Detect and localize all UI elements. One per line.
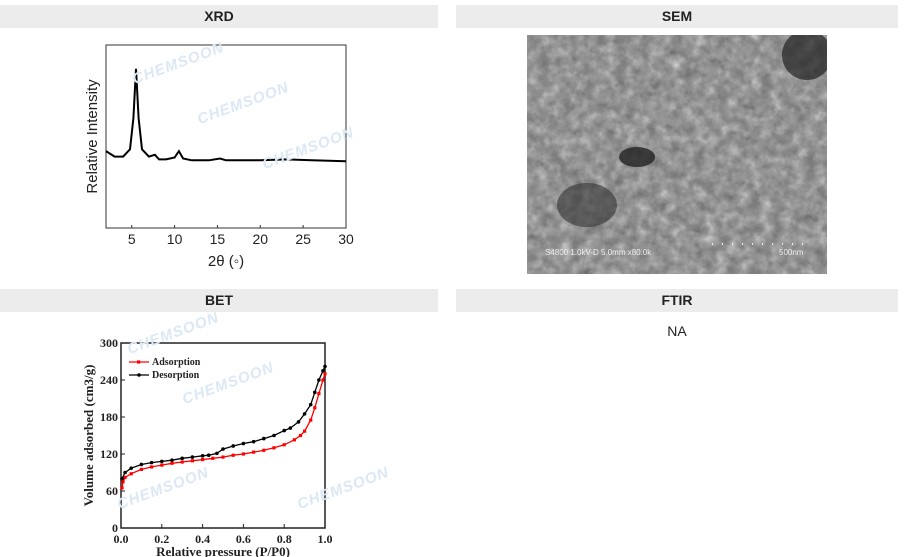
scale-bar <box>712 243 803 245</box>
desorption-point <box>129 466 133 470</box>
x-tick-label: 1.0 <box>318 532 333 546</box>
adsorption-point <box>201 457 205 462</box>
adsorption-point <box>241 452 245 456</box>
x-tick-label: 15 <box>210 231 226 247</box>
x-tick-label: 20 <box>252 231 268 247</box>
desorption-point <box>120 476 124 481</box>
desorption-point <box>313 390 317 395</box>
x-axis-label: Relative pressure (P/P0) <box>156 544 290 557</box>
desorption-point <box>231 444 235 448</box>
x-tick-label: 0.8 <box>277 532 292 546</box>
desorption-point <box>317 378 321 382</box>
desorption-point <box>149 460 154 465</box>
desorption-point <box>215 451 219 456</box>
y-axis-label: Relative Intensity <box>84 79 101 194</box>
adsorption-point <box>221 455 225 459</box>
desorption-point <box>241 441 246 446</box>
y-axis-label: Volume adsorbed (cm3/g) <box>81 365 96 507</box>
desorption-point <box>296 420 301 424</box>
desorption-point <box>251 439 256 444</box>
xrd-chart: 5 10 15 20 25 30 2θ (◦) Relative Intensity <box>84 44 354 270</box>
ftir-value: NA <box>667 323 687 339</box>
adsorption-point <box>160 463 164 467</box>
adsorption-point <box>170 461 174 465</box>
y-tick-label: 120 <box>100 447 118 461</box>
desorption-point <box>139 462 144 467</box>
desorption-point <box>302 412 307 416</box>
ftir-header: FTIR <box>456 289 898 312</box>
xrd-header: XRD <box>0 5 438 28</box>
desorption-point <box>160 459 164 464</box>
x-tick-label: 0.6 <box>236 532 251 546</box>
adsorption-point <box>121 480 125 484</box>
x-axis-label: 2θ (◦) <box>208 253 244 270</box>
adsorption-point <box>272 446 276 450</box>
x-tick-label: 0.2 <box>154 532 169 546</box>
legend-label: Adsorption <box>152 357 201 368</box>
sem-header: SEM <box>456 5 898 28</box>
x-tick-label: 30 <box>338 231 354 247</box>
x-tick-label: 10 <box>167 231 183 247</box>
y-tick-label: 0 <box>112 521 118 535</box>
adsorption-point <box>150 465 154 469</box>
adsorption-point <box>323 372 327 376</box>
x-tick-label: 25 <box>295 231 311 247</box>
y-tick-label: 300 <box>100 336 118 350</box>
desorption-point <box>170 458 174 462</box>
legend-marker <box>137 360 141 364</box>
plot-frame <box>120 342 326 529</box>
desorption-point <box>123 470 127 475</box>
desorption-point <box>272 433 276 438</box>
adsorption-point <box>317 391 321 396</box>
adsorption-line <box>121 373 326 489</box>
adsorption-point <box>129 472 133 476</box>
legend-marker <box>137 373 141 377</box>
adsorption-point <box>313 406 317 410</box>
desorption-point <box>323 364 327 369</box>
adsorption-point <box>262 448 266 452</box>
x-tick-label: 5 <box>128 231 136 247</box>
adsorption-point <box>303 429 307 433</box>
sem-caption: S4800 1.0kV-D 5.0mm x80.0k <box>545 248 652 257</box>
adsorption-point <box>298 433 303 438</box>
adsorption-point <box>180 460 184 464</box>
desorption-point <box>221 447 225 451</box>
desorption-point <box>321 368 325 373</box>
desorption-point <box>180 456 184 461</box>
sem-scale-label: 500nm <box>779 248 804 257</box>
adsorption-point <box>120 486 124 490</box>
bet-header: BET <box>0 289 438 312</box>
x-tick-label: 0.0 <box>114 532 129 546</box>
desorption-point <box>200 454 205 458</box>
xrd-series-line <box>105 68 347 163</box>
plot-frame <box>105 44 347 229</box>
adsorption-point <box>231 453 235 457</box>
desorption-point <box>262 436 266 441</box>
legend-label: Desorption <box>152 370 200 381</box>
adsorption-point <box>292 438 296 442</box>
desorption-point <box>282 428 287 433</box>
adsorption-point <box>282 443 286 447</box>
adsorption-point <box>321 378 325 382</box>
adsorption-point <box>139 467 143 472</box>
desorption-point <box>206 453 211 458</box>
adsorption-point <box>309 418 313 422</box>
adsorption-point <box>211 456 215 460</box>
bet-chart: 0.0 0.2 0.4 0.6 0.8 1.0 0 60 120 180 240 300 Adsorpt… <box>81 336 333 557</box>
x-tick-label: 0.4 <box>195 532 210 546</box>
adsorption-point <box>123 475 127 480</box>
desorption-point <box>288 426 293 430</box>
desorption-point <box>308 402 313 407</box>
y-tick-label: 240 <box>100 373 118 387</box>
sem-image: S4800 1.0kV-D 5.0mm x80.0k 500nm <box>527 35 827 274</box>
desorption-point <box>190 455 195 459</box>
adsorption-point <box>252 450 256 454</box>
y-tick-label: 60 <box>106 484 118 498</box>
y-tick-label: 180 <box>100 410 118 424</box>
adsorption-point <box>190 459 194 463</box>
